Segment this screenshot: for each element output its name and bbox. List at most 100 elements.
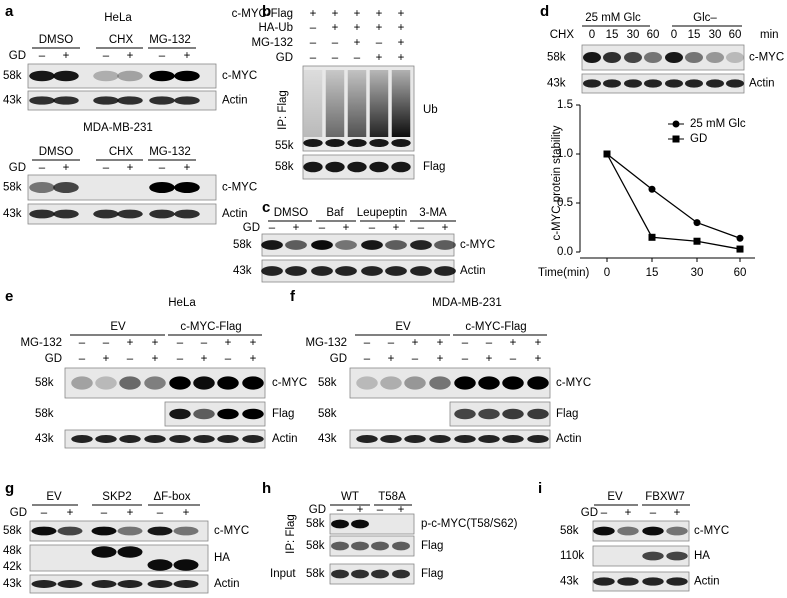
lane-sign: – bbox=[332, 52, 339, 64]
band bbox=[404, 376, 426, 390]
lane-sign: + bbox=[398, 8, 405, 20]
band bbox=[174, 209, 200, 219]
lane-sign: + bbox=[310, 8, 317, 20]
group-label: c-MYC-Flag bbox=[465, 321, 526, 333]
protein-label: c-MYC bbox=[460, 239, 495, 251]
panel-label: f bbox=[290, 288, 296, 305]
lane-sign: + bbox=[250, 337, 257, 349]
band bbox=[371, 541, 389, 551]
band bbox=[91, 546, 117, 558]
band bbox=[351, 541, 369, 551]
lane-sign: + bbox=[332, 8, 339, 20]
lane-sign: – bbox=[39, 50, 46, 62]
lane-sign: – bbox=[462, 337, 469, 349]
band bbox=[666, 577, 688, 586]
lane-sign: + bbox=[332, 22, 339, 34]
band bbox=[311, 240, 333, 250]
band bbox=[147, 559, 173, 571]
band bbox=[217, 408, 239, 420]
lane-sign: 30 bbox=[627, 29, 640, 41]
lane-sign: + bbox=[535, 353, 542, 365]
protein-label: Actin bbox=[222, 95, 248, 107]
band bbox=[53, 209, 79, 219]
group-label: 3-MA bbox=[419, 207, 447, 219]
legend-marker bbox=[672, 135, 680, 143]
lane-sign: + bbox=[127, 50, 134, 62]
lane-sign: – bbox=[310, 52, 317, 64]
band bbox=[644, 79, 662, 88]
panel-label: e bbox=[5, 288, 13, 305]
marker bbox=[693, 219, 701, 227]
blot bbox=[592, 520, 690, 542]
protein-label: c-MYC bbox=[749, 52, 784, 64]
band bbox=[117, 96, 143, 105]
lane-sign: – bbox=[510, 353, 517, 365]
protein-label: Flag bbox=[421, 540, 443, 552]
lane-sign: – bbox=[377, 504, 384, 516]
smear bbox=[369, 70, 389, 137]
band bbox=[429, 435, 451, 443]
panel-label: b bbox=[262, 3, 271, 20]
band bbox=[53, 182, 79, 193]
band bbox=[173, 559, 199, 571]
group-label: Baf bbox=[326, 207, 344, 219]
band bbox=[502, 376, 524, 390]
band bbox=[149, 70, 175, 82]
lane-sign: + bbox=[152, 353, 159, 365]
protein-label: c-MYC bbox=[222, 182, 257, 194]
lane-sign: – bbox=[369, 222, 376, 234]
x-axis-title: Time(min) bbox=[538, 267, 589, 279]
lane-sign: – bbox=[364, 353, 371, 365]
lane-sign: + bbox=[183, 507, 190, 519]
group-label: CHX bbox=[109, 146, 134, 158]
size-label: 58k bbox=[318, 408, 337, 420]
legend-label: GD bbox=[690, 133, 707, 145]
band bbox=[369, 161, 389, 173]
section-title: HeLa bbox=[168, 297, 196, 309]
band bbox=[117, 209, 143, 219]
band bbox=[91, 580, 117, 588]
protein-label: c-MYC bbox=[272, 377, 307, 389]
band bbox=[356, 376, 378, 390]
lane-sign: + bbox=[437, 353, 444, 365]
lane-sign: + bbox=[63, 162, 70, 174]
size-label: 110k bbox=[560, 550, 584, 562]
lane-sign: – bbox=[103, 50, 110, 62]
lane-sign: + bbox=[357, 504, 364, 516]
lane-sign: 15 bbox=[688, 29, 701, 41]
group-label: CHX bbox=[109, 34, 134, 46]
y-tick-label: 0.0 bbox=[557, 246, 573, 258]
band bbox=[454, 435, 476, 443]
group-label: ΔF-box bbox=[153, 491, 190, 503]
band bbox=[285, 266, 307, 276]
size-label: 58k bbox=[35, 377, 54, 389]
lane-sign: + bbox=[343, 222, 350, 234]
band bbox=[93, 209, 119, 219]
group-label: EV bbox=[607, 491, 623, 503]
lane-sign: 15 bbox=[606, 29, 619, 41]
row-label: MG-132 bbox=[251, 37, 293, 49]
lane-sign: + bbox=[376, 8, 383, 20]
size-label: 58k bbox=[233, 239, 252, 251]
band bbox=[583, 52, 601, 63]
protein-label: Flag bbox=[421, 568, 443, 580]
band bbox=[642, 551, 664, 561]
band bbox=[527, 376, 549, 390]
panel-label: h bbox=[262, 480, 271, 497]
lane-sign: + bbox=[184, 162, 191, 174]
lane-sign: + bbox=[293, 222, 300, 234]
band bbox=[603, 52, 621, 63]
band bbox=[706, 52, 724, 63]
band bbox=[57, 580, 83, 588]
size-label: 58k bbox=[560, 525, 579, 537]
protein-label: c-MYC bbox=[214, 525, 249, 537]
band bbox=[347, 139, 367, 147]
line bbox=[606, 153, 741, 239]
band bbox=[369, 139, 389, 147]
band bbox=[144, 376, 166, 390]
panel-label: g bbox=[5, 480, 14, 497]
group-label: DMSO bbox=[39, 34, 74, 46]
group-label: SKP2 bbox=[102, 491, 131, 503]
band bbox=[29, 70, 55, 82]
x-tick-label: 60 bbox=[734, 267, 747, 279]
